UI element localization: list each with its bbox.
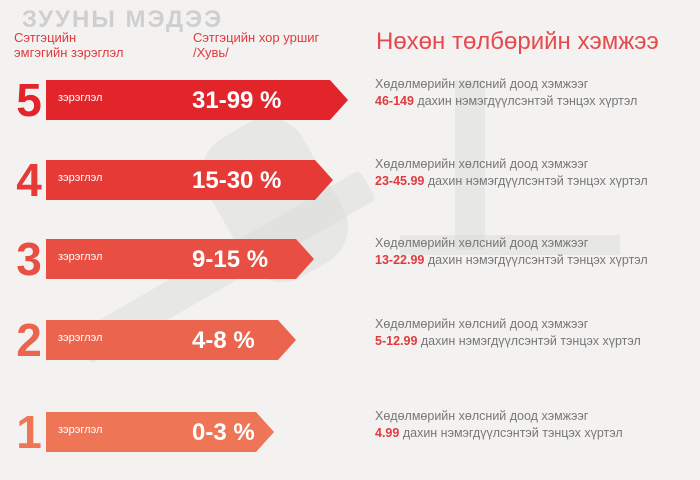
level-number: 3 bbox=[16, 233, 42, 285]
harm-percent: 4-8 % bbox=[192, 327, 255, 354]
compensation-amount: 4.99 bbox=[375, 426, 400, 440]
harm-percent: 9-15 % bbox=[192, 246, 269, 273]
header-compensation-title: Нөхөн төлбөрийн хэмжээ bbox=[376, 28, 659, 55]
header-severity-level: Сэтгэцийн эмгэгийн зэрэглэл bbox=[14, 30, 164, 60]
description-suffix: дахин нэмэгдүүлсэнтэй тэнцэх хүртэл bbox=[427, 174, 648, 188]
description-line: 4.99 дахин нэмэгдүүлсэнтэй тэнцэх хүртэл bbox=[375, 425, 695, 442]
level-arrow-banner: зэрэглэл 4-8 % bbox=[46, 320, 296, 360]
compensation-amount: 13-22.99 bbox=[375, 253, 425, 267]
level-label: зэрэглэл bbox=[58, 251, 103, 263]
severity-row: 2 зэрэглэл 4-8 % Хөдөлмөрийн хөлсний доод х… bbox=[0, 316, 700, 364]
compensation-amount: 23-45.99 bbox=[375, 174, 425, 188]
compensation-description: Хөдөлмөрийн хөлсний доод хэмжээг 13-22.99… bbox=[375, 235, 695, 269]
description-line: 13-22.99 дахин нэмэгдүүлсэнтэй тэнцэх хү… bbox=[375, 252, 695, 269]
level-arrow-banner: зэрэглэл 9-15 % bbox=[46, 239, 314, 279]
level-label: зэрэглэл bbox=[58, 172, 103, 184]
level-label: зэрэглэл bbox=[58, 92, 103, 104]
background-scales-base bbox=[400, 235, 620, 255]
description-suffix: дахин нэмэгдүүлсэнтэй тэнцэх хүртэл bbox=[402, 426, 623, 440]
description-line: Хөдөлмөрийн хөлсний доод хэмжээг bbox=[375, 157, 589, 171]
compensation-description: Хөдөлмөрийн хөлсний доод хэмжээг 46-149 д… bbox=[375, 76, 695, 110]
compensation-description: Хөдөлмөрийн хөлсний доод хэмжээг 4.99 дах… bbox=[375, 408, 695, 442]
severity-row: 1 зэрэглэл 0-3 % Хөдөлмөрийн хөлсний доод х… bbox=[0, 408, 700, 456]
severity-row: 5 зэрэглэл 31-99 % Хөдөлмөрийн хөлсний доод… bbox=[0, 76, 700, 124]
watermark-logo: ЗУУНЫ МЭДЭЭ bbox=[22, 6, 224, 33]
compensation-amount: 46-149 bbox=[375, 94, 414, 108]
description-line: 5-12.99 дахин нэмэгдүүлсэнтэй тэнцэх хүр… bbox=[375, 333, 695, 350]
description-line: 46-149 дахин нэмэгдүүлсэнтэй тэнцэх хүрт… bbox=[375, 93, 695, 110]
description-line: Хөдөлмөрийн хөлсний доод хэмжээг bbox=[375, 409, 589, 423]
header-harm-text: Сэтгэцийн хор уршиг /Хувь/ bbox=[193, 30, 320, 60]
harm-percent: 0-3 % bbox=[192, 419, 255, 446]
harm-percent: 15-30 % bbox=[192, 167, 282, 194]
description-suffix: дахин нэмэгдүүлсэнтэй тэнцэх хүртэл bbox=[420, 334, 641, 348]
level-arrow-banner: зэрэглэл 15-30 % bbox=[46, 160, 333, 200]
header-severity-text: Сэтгэцийн эмгэгийн зэрэглэл bbox=[14, 30, 124, 60]
background-scales-pillar bbox=[455, 80, 485, 250]
compensation-amount: 5-12.99 bbox=[375, 334, 418, 348]
description-suffix: дахин нэмэгдүүлсэнтэй тэнцэх хүртэл bbox=[417, 94, 638, 108]
level-label: зэрэглэл bbox=[58, 332, 103, 344]
level-number: 4 bbox=[16, 154, 42, 206]
level-arrow-banner: зэрэглэл 31-99 % bbox=[46, 80, 348, 120]
description-line: 23-45.99 дахин нэмэгдүүлсэнтэй тэнцэх хү… bbox=[375, 173, 695, 190]
description-line: Хөдөлмөрийн хөлсний доод хэмжээг bbox=[375, 317, 589, 331]
compensation-description: Хөдөлмөрийн хөлсний доод хэмжээг 5-12.99 … bbox=[375, 316, 695, 350]
description-suffix: дахин нэмэгдүүлсэнтэй тэнцэх хүртэл bbox=[427, 253, 648, 267]
severity-row: 3 зэрэглэл 9-15 % Хөдөлмөрийн хөлсний доод … bbox=[0, 235, 700, 283]
harm-percent: 31-99 % bbox=[192, 87, 282, 114]
level-arrow-banner: зэрэглэл 0-3 % bbox=[46, 412, 274, 452]
description-line: Хөдөлмөрийн хөлсний доод хэмжээг bbox=[375, 77, 589, 91]
level-number: 5 bbox=[16, 74, 42, 126]
level-number: 2 bbox=[16, 314, 42, 366]
description-line: Хөдөлмөрийн хөлсний доод хэмжээг bbox=[375, 236, 589, 250]
severity-row: 4 зэрэглэл 15-30 % Хөдөлмөрийн хөлсний доод… bbox=[0, 156, 700, 204]
compensation-description: Хөдөлмөрийн хөлсний доод хэмжээг 23-45.99… bbox=[375, 156, 695, 190]
header-harm-percent: Сэтгэцийн хор уршиг /Хувь/ bbox=[193, 30, 383, 60]
level-number: 1 bbox=[16, 406, 42, 458]
level-label: зэрэглэл bbox=[58, 424, 103, 436]
